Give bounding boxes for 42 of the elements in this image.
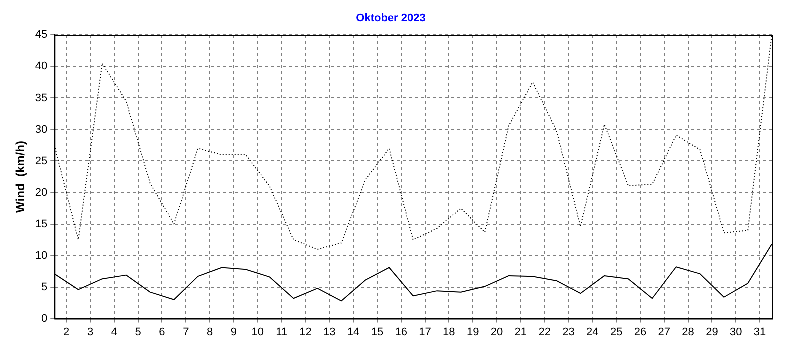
- x-tick-label: 21: [514, 326, 528, 338]
- y-tick-label: 0: [42, 312, 48, 325]
- x-tick-label: 8: [207, 326, 214, 338]
- x-tick-label: 23: [562, 326, 575, 338]
- x-tick-label: 7: [183, 326, 190, 338]
- x-tick-label: 24: [586, 326, 599, 338]
- x-tick-label: 30: [730, 326, 742, 338]
- y-tick-label: 15: [35, 218, 48, 230]
- x-tick-label: 29: [706, 326, 718, 338]
- y-tick-label: 30: [35, 124, 48, 136]
- y-tick-label: 10: [35, 250, 48, 262]
- y-tick-label: 35: [35, 92, 48, 104]
- x-tick-label: 20: [490, 326, 504, 338]
- x-tick-label: 4: [111, 326, 118, 338]
- x-tick-label: 13: [324, 326, 336, 338]
- y-tick-label: 20: [35, 186, 48, 199]
- x-tick-label: 10: [252, 326, 264, 338]
- x-tick-label: 14: [347, 326, 360, 338]
- y-tick-label: 40: [35, 60, 48, 73]
- x-tick-label: 25: [610, 326, 623, 338]
- x-tick-label: 27: [658, 326, 671, 338]
- x-tick-label: 2: [64, 326, 70, 338]
- x-tick-label: 26: [634, 326, 647, 338]
- x-tick-label: 22: [538, 326, 551, 338]
- x-tick-label: 12: [300, 326, 312, 338]
- x-tick-label: 19: [466, 326, 480, 338]
- x-tick-label: 5: [135, 326, 142, 338]
- y-axis-title: Wind (km/h): [14, 141, 28, 213]
- chart-title: Oktober 2023: [356, 12, 426, 25]
- x-tick-label: 6: [159, 326, 166, 338]
- x-tick-label: 11: [276, 326, 288, 338]
- x-tick-label: 15: [371, 326, 384, 338]
- x-tick-label: 17: [419, 326, 432, 338]
- x-tick-label: 3: [87, 326, 94, 338]
- y-tick-label: 25: [35, 155, 48, 168]
- x-tick-label: 16: [395, 326, 408, 338]
- y-tick-label: 45: [35, 29, 48, 42]
- x-tick-label: 9: [230, 326, 238, 338]
- x-tick-label: 18: [443, 326, 456, 338]
- x-tick-label: 31: [754, 326, 766, 338]
- x-tick-label: 28: [682, 326, 694, 338]
- y-tick-label: 5: [42, 281, 48, 294]
